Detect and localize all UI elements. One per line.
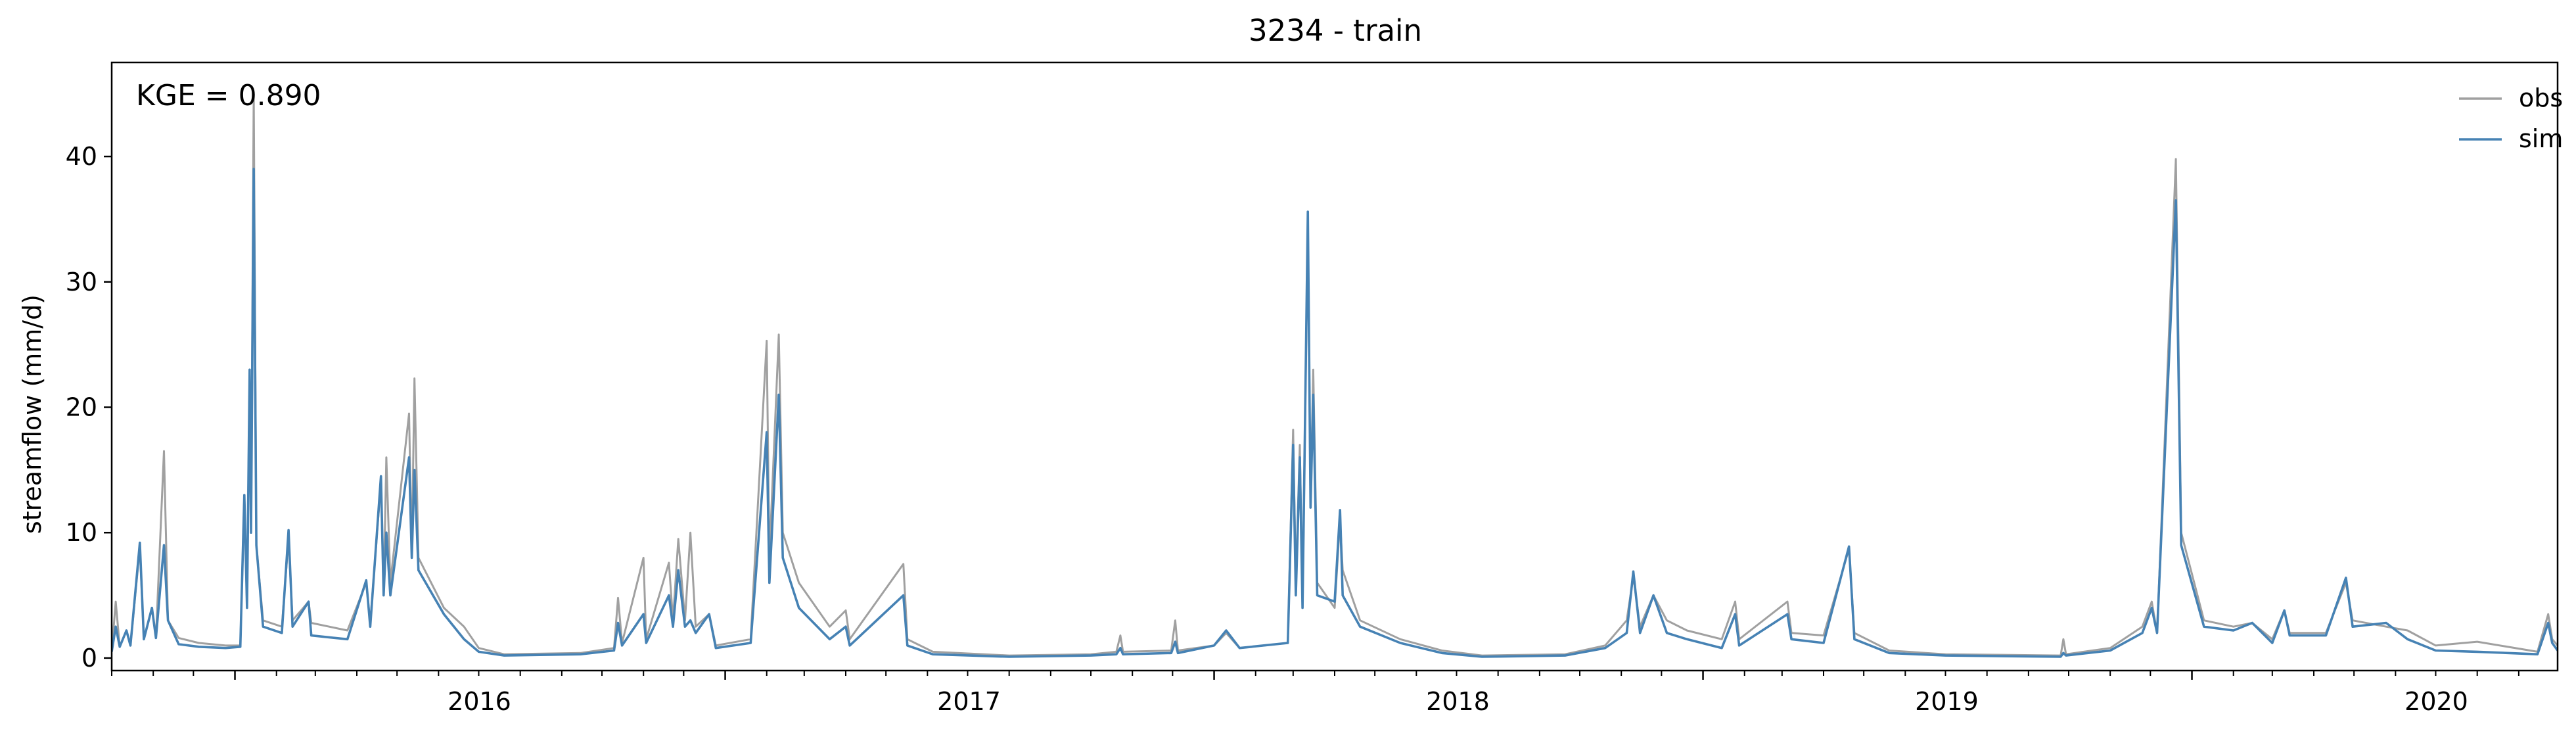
y-axis: 0 10 20 30 40 <box>66 142 112 673</box>
y-axis-label: streamflow (mm/d) <box>18 295 47 534</box>
y-tick-label: 40 <box>66 142 97 171</box>
legend: obs sim <box>2459 83 2563 153</box>
y-tick-label: 30 <box>66 268 97 296</box>
x-axis: 2016 2017 2018 2019 2020 <box>111 671 2519 716</box>
y-tick-label: 10 <box>66 518 97 547</box>
legend-obs-label: obs <box>2519 83 2563 112</box>
x-tick-label: 2018 <box>1426 687 1490 716</box>
kge-annotation: KGE = 0.890 <box>136 79 321 112</box>
x-tick-label: 2019 <box>1915 687 1979 716</box>
chart-title: 3234 - train <box>1249 13 1422 48</box>
legend-sim-label: sim <box>2519 124 2563 153</box>
x-tick-label: 2016 <box>448 687 511 716</box>
y-tick-label: 20 <box>66 392 97 421</box>
x-tick-label: 2017 <box>937 687 1001 716</box>
series-line-sim <box>112 168 2558 658</box>
series-layer <box>112 93 2558 658</box>
x-tick-label: 2020 <box>2404 687 2468 716</box>
y-tick-label: 0 <box>81 644 97 673</box>
